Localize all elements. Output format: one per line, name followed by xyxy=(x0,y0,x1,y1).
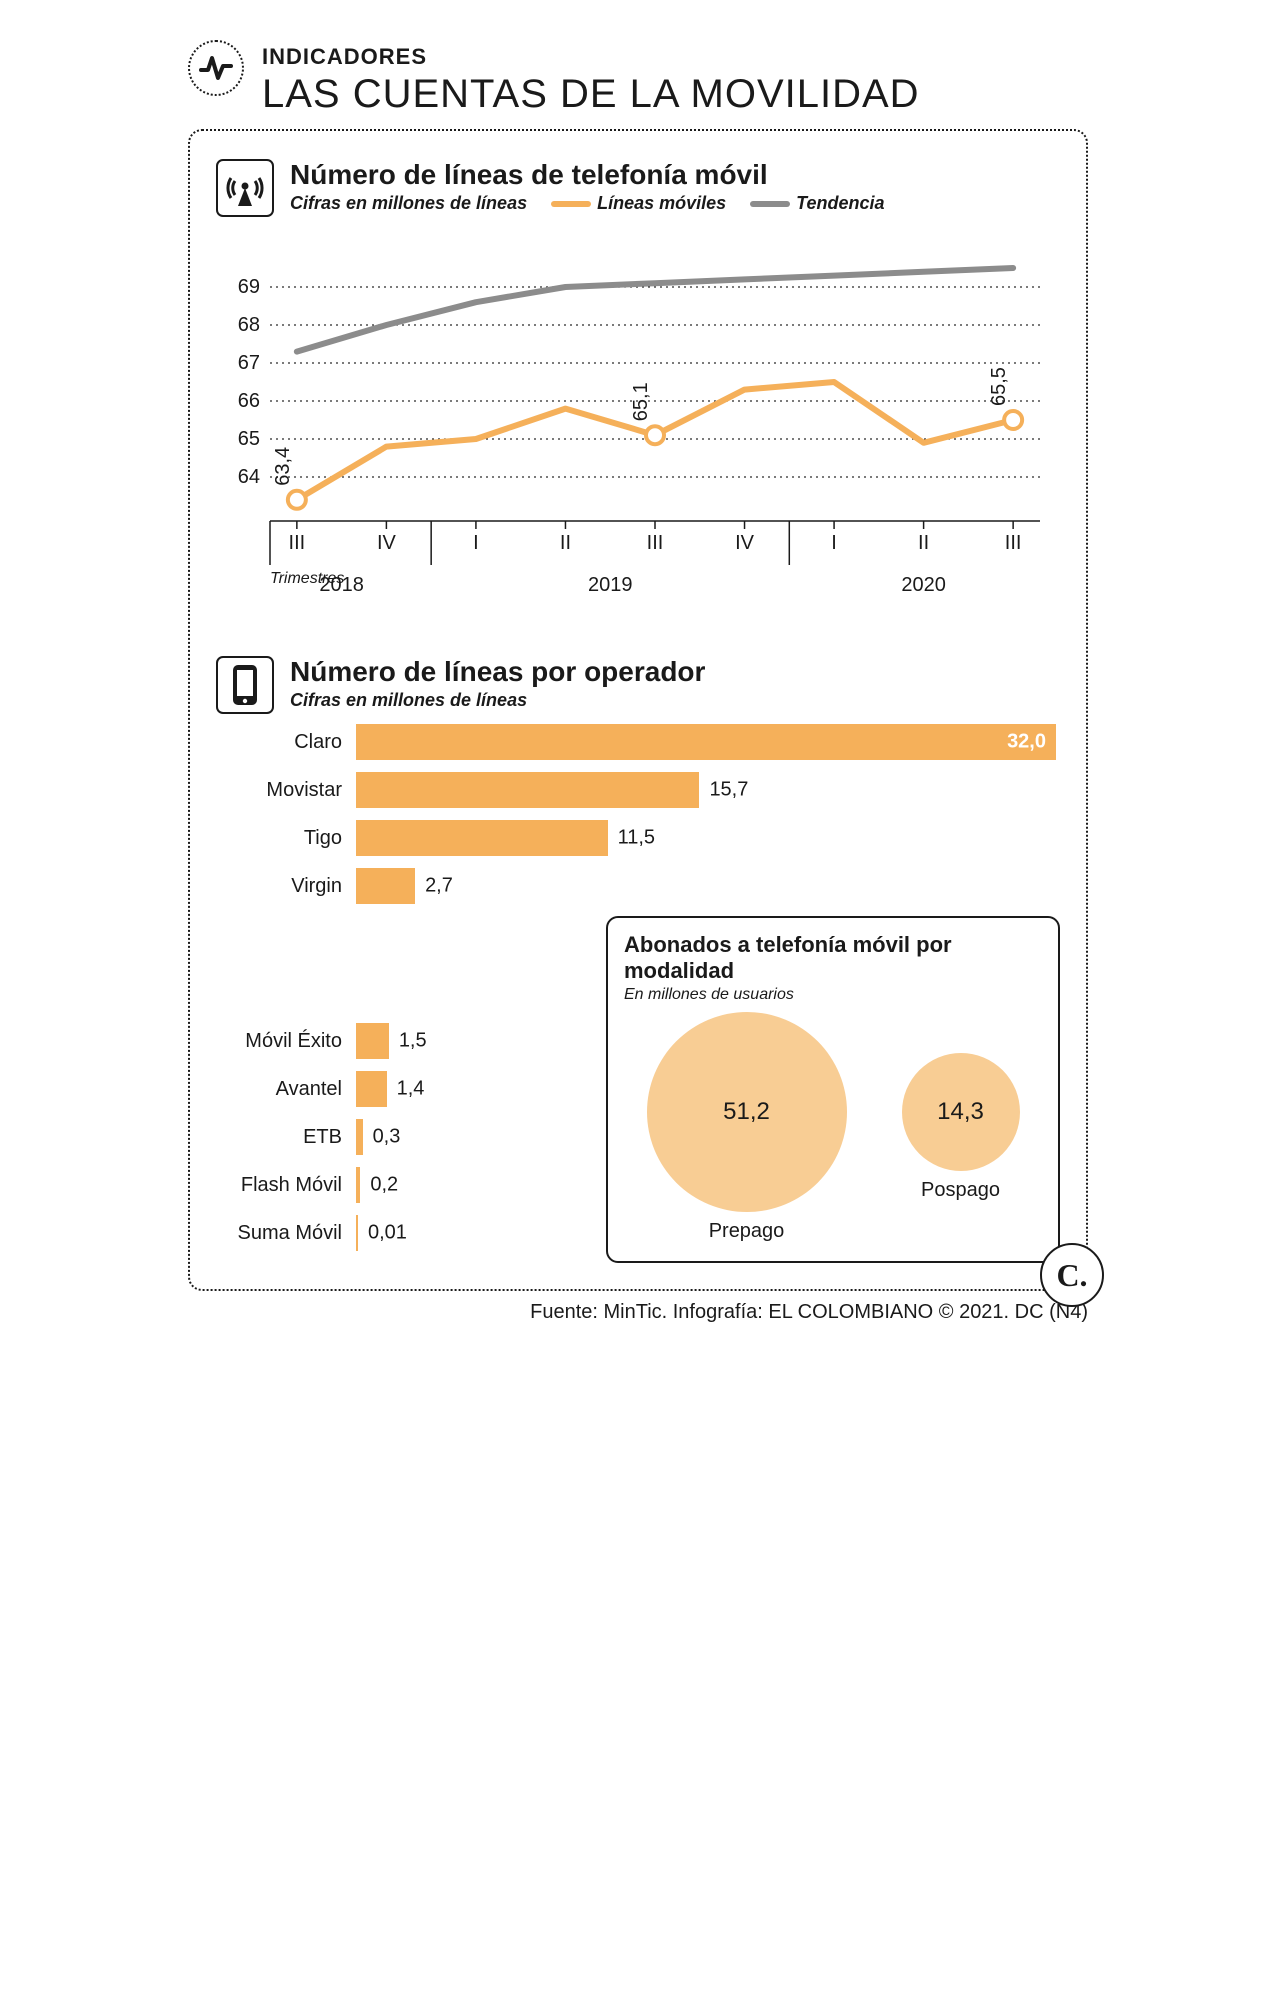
svg-text:65,5: 65,5 xyxy=(988,367,1010,406)
dashed-panel: Número de líneas de telefonía móvil Cifr… xyxy=(188,129,1088,1291)
line-chart-years: Trimestres 201820192020 xyxy=(216,570,1060,614)
svg-text:65,1: 65,1 xyxy=(630,382,652,421)
bar-value: 0,3 xyxy=(373,1126,401,1149)
bar-value: 1,5 xyxy=(399,1030,427,1053)
svg-text:68: 68 xyxy=(238,314,260,336)
bubble: 51,2 xyxy=(647,1012,847,1212)
bar-value: 0,2 xyxy=(370,1174,398,1197)
svg-text:II: II xyxy=(560,532,571,554)
line-chart-header: Número de líneas de telefonía móvil Cifr… xyxy=(216,159,1060,217)
line-chart-subtitle: Cifras en millones de líneas xyxy=(290,193,527,214)
bar-chart: Claro 32,0 Movistar 15,7 Tigo 11,5 Virgin 2,7 M… xyxy=(216,724,1060,1263)
svg-text:II: II xyxy=(918,532,929,554)
bar-fill xyxy=(356,868,415,904)
source-line: Fuente: MinTic. Infografía: EL COLOMBIAN… xyxy=(188,1301,1088,1324)
header: INDICADORES LAS CUENTAS DE LA MOVILIDAD xyxy=(188,40,1088,117)
bar-value: 2,7 xyxy=(425,875,453,898)
svg-text:III: III xyxy=(647,532,664,554)
bubble: 14,3 xyxy=(902,1053,1020,1171)
brand-badge: C. xyxy=(1040,1243,1104,1307)
bar-chart-subtitle: Cifras en millones de líneas xyxy=(290,690,705,711)
svg-text:IV: IV xyxy=(377,532,397,554)
svg-text:III: III xyxy=(1005,532,1022,554)
svg-text:66: 66 xyxy=(238,390,260,412)
inset-subtitle: En millones de usuarios xyxy=(624,986,1042,1004)
year-label: 2019 xyxy=(588,574,633,597)
antenna-icon xyxy=(216,159,274,217)
bar-row: Movistar 15,7 xyxy=(216,772,1060,808)
inset-box: Abonados a telefonía móvil por modalidad… xyxy=(606,916,1060,1263)
bar-category: Suma Móvil xyxy=(216,1222,356,1245)
bar-value: 0,01 xyxy=(368,1222,407,1245)
bar-row: Tigo 11,5 xyxy=(216,820,1060,856)
bar-fill xyxy=(356,1119,363,1155)
bubble-row: 51,2 Prepago 14,3 Pospago xyxy=(624,1012,1042,1243)
bar-category: Virgin xyxy=(216,875,356,898)
svg-text:I: I xyxy=(473,532,479,554)
bar-row: Flash Móvil 0,2 xyxy=(216,1167,586,1203)
svg-text:IV: IV xyxy=(735,532,755,554)
bar-row: Suma Móvil 0,01 xyxy=(216,1215,586,1251)
bar-fill xyxy=(356,1071,387,1107)
bar-row: Avantel 1,4 xyxy=(216,1071,586,1107)
svg-text:65: 65 xyxy=(238,428,260,450)
bar-category: Móvil Éxito xyxy=(216,1030,356,1053)
bar-fill xyxy=(356,1167,360,1203)
bar-category: Avantel xyxy=(216,1078,356,1101)
bar-chart-header: Número de líneas por operador Cifras en … xyxy=(216,656,1060,714)
section-label: INDICADORES xyxy=(262,44,920,70)
bar-value: 32,0 xyxy=(1007,731,1046,754)
bar-category: Tigo xyxy=(216,827,356,850)
svg-text:I: I xyxy=(831,532,837,554)
main-title: LAS CUENTAS DE LA MOVILIDAD xyxy=(262,72,920,117)
svg-text:III: III xyxy=(289,532,306,554)
legend-item-tendencia: Tendencia xyxy=(750,193,884,214)
bar-value: 11,5 xyxy=(618,827,655,850)
bar-row: ETB 0,3 xyxy=(216,1119,586,1155)
svg-text:63,4: 63,4 xyxy=(272,447,294,486)
bar-fill xyxy=(356,772,699,808)
bubble-col: 14,3 Pospago xyxy=(902,1053,1020,1202)
bar-row: Virgin 2,7 xyxy=(216,868,1060,904)
year-label: 2020 xyxy=(901,574,946,597)
bar-category: ETB xyxy=(216,1126,356,1149)
phone-icon xyxy=(216,656,274,714)
line-chart-title: Número de líneas de telefonía móvil xyxy=(290,159,1060,191)
inset-title: Abonados a telefonía móvil por modalidad xyxy=(624,932,1042,984)
bar-chart-title: Número de líneas por operador xyxy=(290,656,705,688)
infographic-root: INDICADORES LAS CUENTAS DE LA MOVILIDAD … xyxy=(188,40,1088,1324)
svg-text:67: 67 xyxy=(238,352,260,374)
bar-category: Claro xyxy=(216,731,356,754)
bar-fill xyxy=(356,1023,389,1059)
bar-value: 15,7 xyxy=(709,779,748,802)
bar-fill xyxy=(356,820,608,856)
line-chart-legend: Cifras en millones de líneas Líneas móvi… xyxy=(290,193,1060,214)
bar-row: Claro 32,0 xyxy=(216,724,1060,760)
bar-value: 1,4 xyxy=(397,1078,425,1101)
bar-row: Móvil Éxito 1,5 xyxy=(216,1023,586,1059)
bar-fill: 32,0 xyxy=(356,724,1056,760)
line-chart: 646566676869IIIIVIIIIIIIVIIIIII63,465,16… xyxy=(216,225,1060,614)
pulse-icon xyxy=(188,40,244,96)
bar-category: Flash Móvil xyxy=(216,1174,356,1197)
svg-text:64: 64 xyxy=(238,466,260,488)
legend-item-mobiles: Líneas móviles xyxy=(551,193,726,214)
bubble-col: 51,2 Prepago xyxy=(647,1012,847,1243)
bar-fill xyxy=(356,1215,358,1251)
bar-category: Movistar xyxy=(216,779,356,802)
bubble-label: Pospago xyxy=(921,1179,1000,1202)
year-label: 2018 xyxy=(319,574,364,597)
bubble-label: Prepago xyxy=(709,1220,785,1243)
svg-text:69: 69 xyxy=(238,276,260,298)
